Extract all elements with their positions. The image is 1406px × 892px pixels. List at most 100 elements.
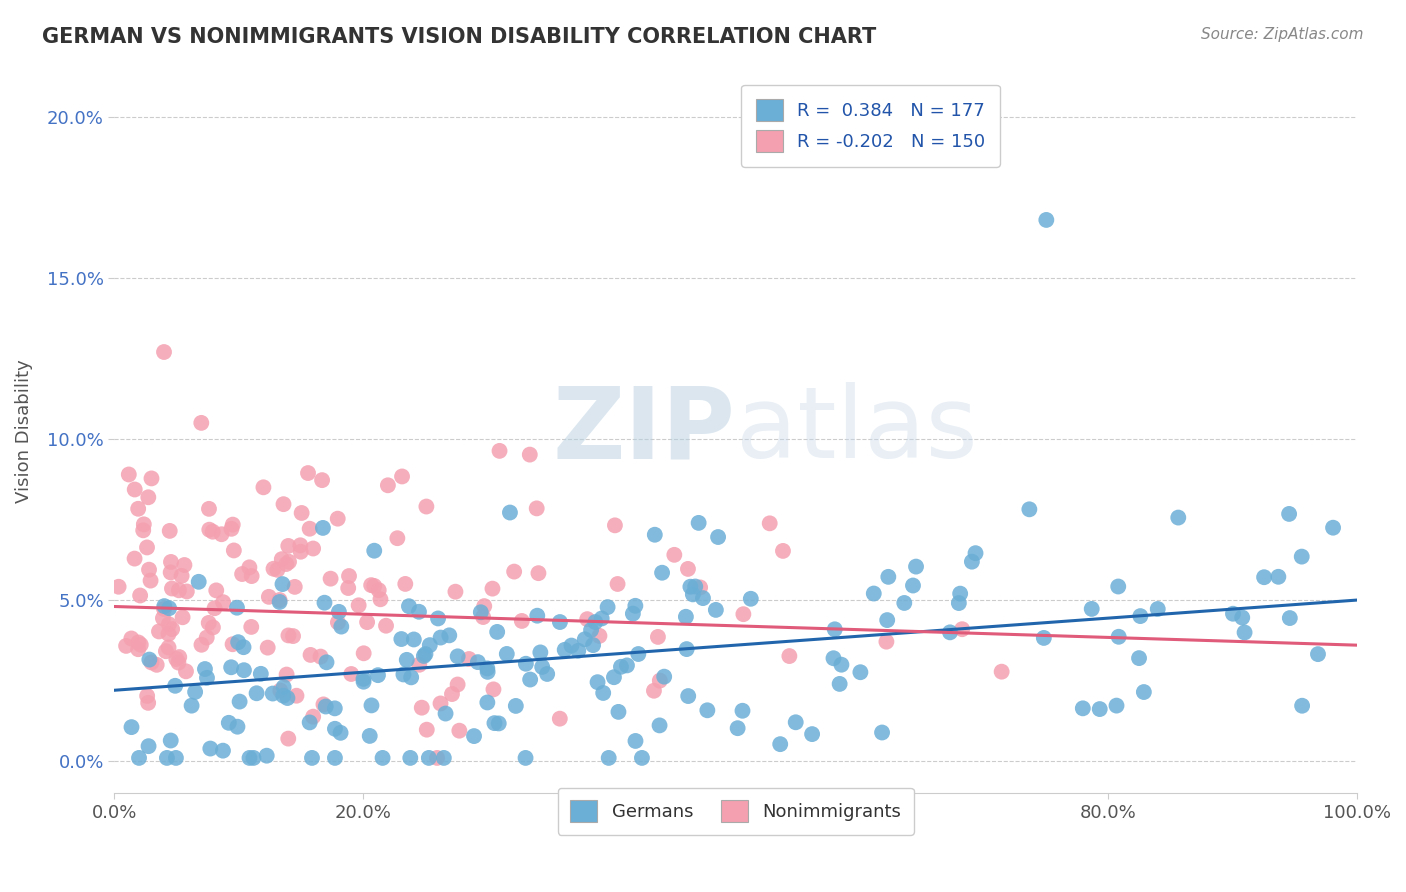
Point	[529, 645, 551, 659]
Point	[256, 640, 278, 655]
Point	[576, 612, 599, 626]
Point	[1032, 631, 1054, 645]
Point	[411, 700, 433, 714]
Point	[415, 647, 437, 661]
Point	[875, 634, 897, 648]
Point	[157, 640, 180, 655]
Point	[389, 632, 412, 646]
Point	[152, 611, 174, 625]
Point	[301, 751, 323, 765]
Point	[769, 737, 792, 751]
Point	[269, 683, 291, 698]
Point	[472, 610, 495, 624]
Point	[159, 733, 181, 747]
Point	[129, 638, 152, 652]
Point	[278, 555, 301, 569]
Point	[463, 729, 485, 743]
Point	[676, 562, 699, 576]
Point	[482, 682, 505, 697]
Point	[505, 698, 527, 713]
Point	[495, 647, 517, 661]
Point	[949, 587, 972, 601]
Point	[337, 581, 360, 595]
Point	[311, 473, 333, 487]
Point	[664, 548, 686, 562]
Point	[607, 705, 630, 719]
Point	[281, 629, 304, 643]
Point	[554, 642, 576, 657]
Point	[440, 687, 463, 701]
Point	[1107, 580, 1129, 594]
Point	[950, 622, 973, 636]
Point	[115, 639, 138, 653]
Point	[470, 605, 492, 619]
Point	[319, 572, 342, 586]
Point	[107, 580, 129, 594]
Point	[160, 622, 183, 636]
Point	[221, 637, 243, 651]
Point	[277, 628, 299, 642]
Point	[477, 661, 499, 675]
Point	[226, 635, 249, 649]
Point	[157, 617, 180, 632]
Point	[148, 624, 170, 639]
Point	[277, 731, 299, 746]
Y-axis label: Vision Disability: Vision Disability	[15, 359, 32, 503]
Point	[526, 608, 548, 623]
Point	[240, 569, 263, 583]
Point	[367, 583, 389, 598]
Point	[337, 569, 360, 583]
Point	[195, 671, 218, 685]
Point	[515, 751, 537, 765]
Point	[849, 665, 872, 680]
Point	[159, 566, 181, 580]
Point	[394, 577, 416, 591]
Point	[477, 665, 499, 679]
Point	[472, 599, 495, 613]
Point	[157, 627, 180, 641]
Point	[785, 715, 807, 730]
Point	[481, 582, 503, 596]
Point	[606, 577, 628, 591]
Point	[329, 726, 352, 740]
Point	[198, 501, 221, 516]
Point	[187, 574, 209, 589]
Point	[603, 518, 626, 533]
Point	[449, 723, 471, 738]
Point	[172, 610, 194, 624]
Point	[583, 615, 606, 629]
Point	[567, 644, 589, 658]
Point	[548, 712, 571, 726]
Point	[238, 751, 260, 765]
Point	[415, 500, 437, 514]
Point	[141, 656, 163, 670]
Point	[174, 665, 197, 679]
Point	[201, 620, 224, 634]
Point	[679, 580, 702, 594]
Point	[173, 558, 195, 572]
Point	[948, 596, 970, 610]
Point	[434, 706, 457, 721]
Legend: Germans, Nonimmigrants: Germans, Nonimmigrants	[558, 788, 914, 835]
Point	[391, 469, 413, 483]
Point	[772, 544, 794, 558]
Point	[347, 599, 370, 613]
Point	[536, 667, 558, 681]
Point	[263, 562, 285, 576]
Point	[683, 580, 706, 594]
Point	[226, 600, 249, 615]
Point	[586, 675, 609, 690]
Point	[205, 583, 228, 598]
Point	[624, 599, 647, 613]
Point	[353, 646, 375, 660]
Point	[121, 720, 143, 734]
Point	[302, 709, 325, 723]
Text: ZIP: ZIP	[553, 383, 735, 479]
Point	[167, 650, 190, 665]
Point	[429, 631, 451, 645]
Point	[252, 480, 274, 494]
Point	[195, 631, 218, 645]
Point	[870, 725, 893, 739]
Point	[221, 522, 243, 536]
Point	[269, 595, 291, 609]
